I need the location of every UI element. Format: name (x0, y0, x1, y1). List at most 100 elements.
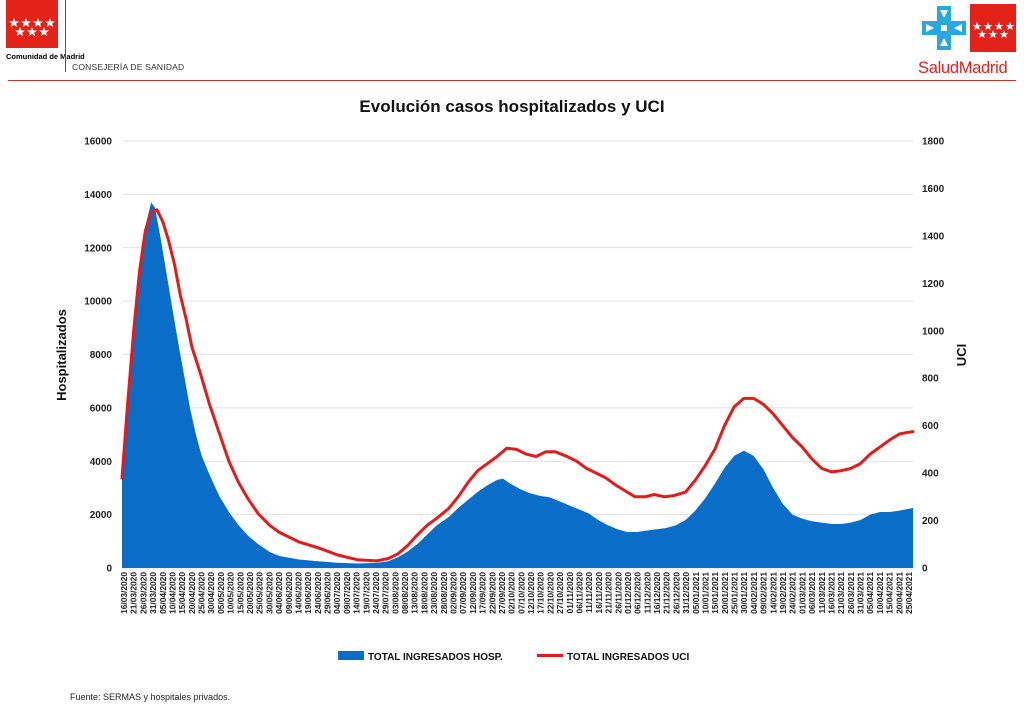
x-tick-label: 25/04/2020 (197, 572, 207, 614)
x-tick-label: 21/03/2021 (836, 572, 846, 614)
x-tick-label: 04/02/2021 (749, 572, 759, 614)
x-tick-label: 07/09/2020 (458, 572, 468, 614)
x-tick-label: 16/12/2020 (652, 572, 662, 614)
x-tick-label: 05/04/2021 (865, 572, 875, 614)
y-right-tick-label: 600 (922, 421, 939, 432)
x-tick-label: 22/09/2020 (487, 572, 497, 614)
department-name: CONSEJERÍA DE SANIDAD (72, 62, 185, 72)
x-tick-label: 15/01/2021 (710, 572, 720, 614)
chart-title: Evolución casos hospitalizados y UCI (359, 97, 664, 116)
x-tick-label: 25/04/2021 (904, 572, 914, 614)
madrid-flag-icon (970, 4, 1016, 52)
x-tick-label: 06/03/2021 (807, 572, 817, 614)
x-tick-label: 16/03/2020 (119, 572, 129, 614)
x-tick-label: 30/01/2021 (739, 572, 749, 614)
x-tick-label: 09/02/2021 (759, 572, 769, 614)
legend: TOTAL INGRESADOS HOSP. TOTAL INGRESADOS … (338, 651, 689, 663)
x-tick-label: 10/05/2020 (226, 572, 236, 614)
x-tick-label: 12/10/2020 (526, 572, 536, 614)
y-left-tick-label: 16000 (84, 137, 112, 148)
madrid-flag-icon (6, 0, 58, 48)
y-left-tick-label: 12000 (84, 243, 112, 254)
x-tick-label: 11/11/2020 (584, 572, 594, 613)
uci-line (120, 208, 915, 563)
x-tick-label: 10/04/2020 (167, 572, 177, 614)
x-tick-label: 14/06/2020 (293, 572, 303, 614)
x-tick-label: 11/12/2020 (642, 572, 652, 614)
x-tick-label: 15/04/2021 (885, 572, 895, 614)
x-axis-ticks: 16/03/2020 21/03/2020 26/03/2020 31/03/2020… (119, 572, 914, 614)
x-tick-label: 27/09/2020 (497, 572, 507, 614)
y-axis-left-label: Hospitalizados (54, 309, 69, 401)
x-tick-label: 24/07/2020 (371, 572, 381, 614)
x-tick-label: 30/05/2020 (264, 572, 274, 614)
y-right-tick-label: 0 (922, 564, 928, 575)
y-right-tick-label: 1400 (922, 231, 945, 242)
legend-label-hosp: TOTAL INGRESADOS HOSP. (368, 652, 503, 663)
x-tick-label: 16/11/2020 (594, 572, 604, 614)
y-right-tick-label: 1000 (922, 326, 945, 337)
x-tick-label: 05/01/2021 (691, 572, 701, 614)
x-tick-label: 06/12/2020 (633, 572, 643, 614)
x-tick-label: 29/06/2020 (323, 572, 333, 614)
x-tick-label: 05/04/2020 (158, 572, 168, 614)
x-tick-label: 04/07/2020 (332, 572, 342, 614)
x-tick-label: 26/03/2021 (846, 572, 856, 614)
salud-madrid-logo: SaludMadrid (918, 4, 1018, 78)
x-tick-label: 02/09/2020 (449, 572, 459, 614)
x-tick-label: 05/05/2020 (216, 572, 226, 614)
source-note: Fuente: SERMAS y hospitales privados. (70, 692, 231, 702)
x-tick-label: 06/11/2020 (574, 572, 584, 614)
x-tick-label: 16/03/2021 (826, 572, 836, 614)
x-tick-label: 08/08/2020 (400, 572, 410, 614)
x-tick-label: 19/07/2020 (361, 572, 371, 614)
x-tick-label: 25/05/2020 (255, 572, 265, 614)
x-tick-label: 31/03/2021 (856, 572, 866, 614)
x-tick-label: 12/09/2020 (468, 572, 478, 614)
hosp-area-layer (122, 202, 913, 568)
x-tick-label: 15/04/2020 (177, 572, 187, 614)
x-tick-label: 20/05/2020 (245, 572, 255, 614)
legend-swatch-hosp (338, 651, 364, 660)
y-left-tick-label: 2000 (90, 510, 113, 521)
x-tick-label: 28/08/2020 (439, 572, 449, 614)
x-tick-label: 03/08/2020 (390, 572, 400, 614)
medical-cross-icon (920, 4, 968, 52)
y-left-tick-label: 0 (106, 564, 112, 575)
y-axis-right-ticks: 0 200 400 600 800 1000 1200 1400 1600 1800 (922, 137, 945, 575)
x-tick-label: 19/02/2021 (778, 572, 788, 614)
y-right-tick-label: 200 (922, 516, 939, 527)
uci-line-layer (120, 208, 915, 563)
x-tick-label: 14/07/2020 (352, 572, 362, 614)
x-tick-label: 19/06/2020 (303, 572, 313, 614)
x-tick-label: 09/07/2020 (342, 572, 352, 614)
x-tick-label: 11/03/2021 (817, 572, 827, 614)
x-tick-label: 31/12/2020 (681, 572, 691, 614)
header: Comunidad de Madrid CONSEJERÍA DE SANIDA… (0, 0, 1024, 82)
y-left-tick-label: 8000 (90, 350, 113, 361)
x-tick-label: 24/06/2020 (313, 572, 323, 614)
x-tick-label: 30/04/2020 (206, 572, 216, 614)
y-right-tick-label: 400 (922, 469, 939, 480)
comunidad-de-madrid-logo: Comunidad de Madrid (6, 0, 85, 72)
x-tick-label: 10/01/2021 (700, 572, 710, 614)
header-rule (8, 80, 1016, 81)
x-tick-label: 15/05/2020 (235, 572, 245, 614)
x-tick-label: 21/03/2020 (129, 572, 139, 614)
x-tick-label: 31/03/2020 (148, 572, 158, 614)
y-left-tick-label: 6000 (90, 403, 113, 414)
y-left-tick-label: 14000 (84, 190, 112, 201)
x-tick-label: 22/10/2020 (545, 572, 555, 614)
x-tick-label: 01/12/2020 (623, 572, 633, 614)
header-divider (65, 0, 66, 72)
hospitalization-chart: Evolución casos hospitalizados y UCI 0 20… (54, 97, 969, 663)
x-tick-label: 04/06/2020 (274, 572, 284, 614)
x-tick-label: 21/12/2020 (662, 572, 672, 614)
x-tick-label: 20/04/2020 (187, 572, 197, 614)
hosp-area (122, 202, 913, 568)
x-tick-label: 24/02/2021 (788, 572, 798, 614)
y-right-tick-label: 1600 (922, 184, 945, 195)
x-tick-label: 17/09/2020 (478, 572, 488, 614)
x-tick-label: 26/03/2020 (138, 572, 148, 614)
y-axis-right-label: UCI (954, 344, 969, 366)
